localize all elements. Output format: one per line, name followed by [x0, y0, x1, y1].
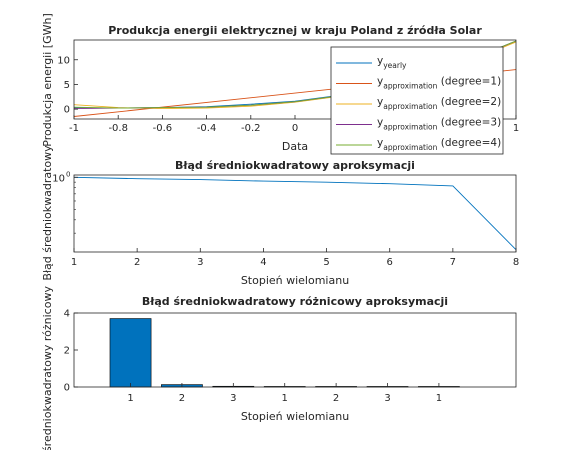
x-tick-label: 6: [387, 257, 393, 268]
plot-3-axes: 1 2 3 1 2 3 1 0 2 4: [64, 309, 517, 404]
x-tick-label: 4: [260, 257, 266, 268]
y-tick-label: 4: [64, 309, 70, 320]
y-tick-label: 10: [57, 55, 70, 66]
x-tick-label: -0.2: [241, 123, 261, 134]
diff-mse-plot: Błąd średniokwadratowy różnicowy aproksy…: [41, 286, 517, 450]
legend-label-1: yyearly: [377, 55, 407, 70]
x-tick-label: 8: [513, 257, 519, 268]
x-tick-label: 3: [230, 393, 236, 404]
y-tick-exponent: 0: [66, 170, 70, 178]
x-tick-label: -0.8: [108, 123, 128, 134]
plot-2-frame: [73, 174, 517, 253]
x-tick-label: 2: [333, 393, 339, 404]
plot-2-title: Błąd średniokwadratowy aproksymacji: [175, 159, 415, 172]
x-tick-label: 2: [134, 257, 140, 268]
x-tick-label: 0: [292, 123, 298, 134]
x-tick-label: 1: [127, 393, 133, 404]
plot-3-x-label: Stopień wielomianu: [241, 410, 349, 423]
x-tick-label: 1: [282, 393, 288, 404]
y-tick-label: 2: [64, 346, 70, 357]
x-tick-label: -0.4: [197, 123, 217, 134]
legend-label-3: yapproximation (degree=2): [377, 96, 501, 111]
x-tick-label: 1: [513, 123, 519, 134]
legend-label-4: yapproximation (degree=3): [377, 117, 501, 132]
energy-production-plot: Produkcja energii elektrycznej w kraju P…: [41, 13, 519, 155]
plot-3-y-label: Błąd średniokwadratowy różnicowy: [41, 286, 54, 450]
x-tick-label: -0.6: [153, 123, 173, 134]
x-tick-label: 5: [323, 257, 329, 268]
plot-2-y-label: Błąd średniokwadratowy: [41, 145, 54, 281]
y-tick-label: 0: [64, 383, 70, 394]
legend-label-2: yapproximation (degree=1): [377, 76, 501, 91]
legend-box: [330, 46, 504, 155]
plot-2-axes: 1 2 3 4 5 6 7 8 10 0: [52, 170, 519, 268]
plot-1-y-label: Produkcja energii [GWh]: [41, 13, 54, 147]
x-tick-label: -1: [69, 123, 79, 134]
y-tick-label: 5: [64, 80, 70, 91]
x-tick-label: 3: [384, 393, 390, 404]
mse-line-1: [73, 176, 517, 251]
bar-1: [109, 318, 152, 388]
x-tick-label: 1: [436, 393, 442, 404]
plot-2-area: [74, 175, 516, 252]
y-tick-label: 0: [64, 105, 70, 116]
x-tick-label: 1: [71, 257, 77, 268]
mse-plot: Błąd średniokwadratowy aproksymacji 1 2 3 4…: [41, 145, 519, 287]
legend-entries: yyearly yapproximation (degree=1) yapproxi…: [336, 55, 501, 152]
plot-1-x-label: Data: [282, 140, 308, 153]
plot-1-legend: yyearly yapproximation (degree=1) yapproxi…: [330, 46, 504, 155]
x-tick-label: 3: [197, 257, 203, 268]
plot-2-series-lines: [73, 176, 517, 251]
plot-1-title: Produkcja energii elektrycznej w kraju P…: [108, 24, 482, 37]
x-tick-label: 2: [179, 393, 185, 404]
x-tick-label: 7: [450, 257, 456, 268]
y-tick-label: 10: [52, 173, 65, 184]
plot-2-x-label: Stopień wielomianu: [241, 274, 349, 287]
plot-3-title: Błąd średniokwadratowy różnicowy aproksy…: [142, 295, 448, 308]
legend-label-5: yapproximation (degree=4): [377, 137, 501, 152]
